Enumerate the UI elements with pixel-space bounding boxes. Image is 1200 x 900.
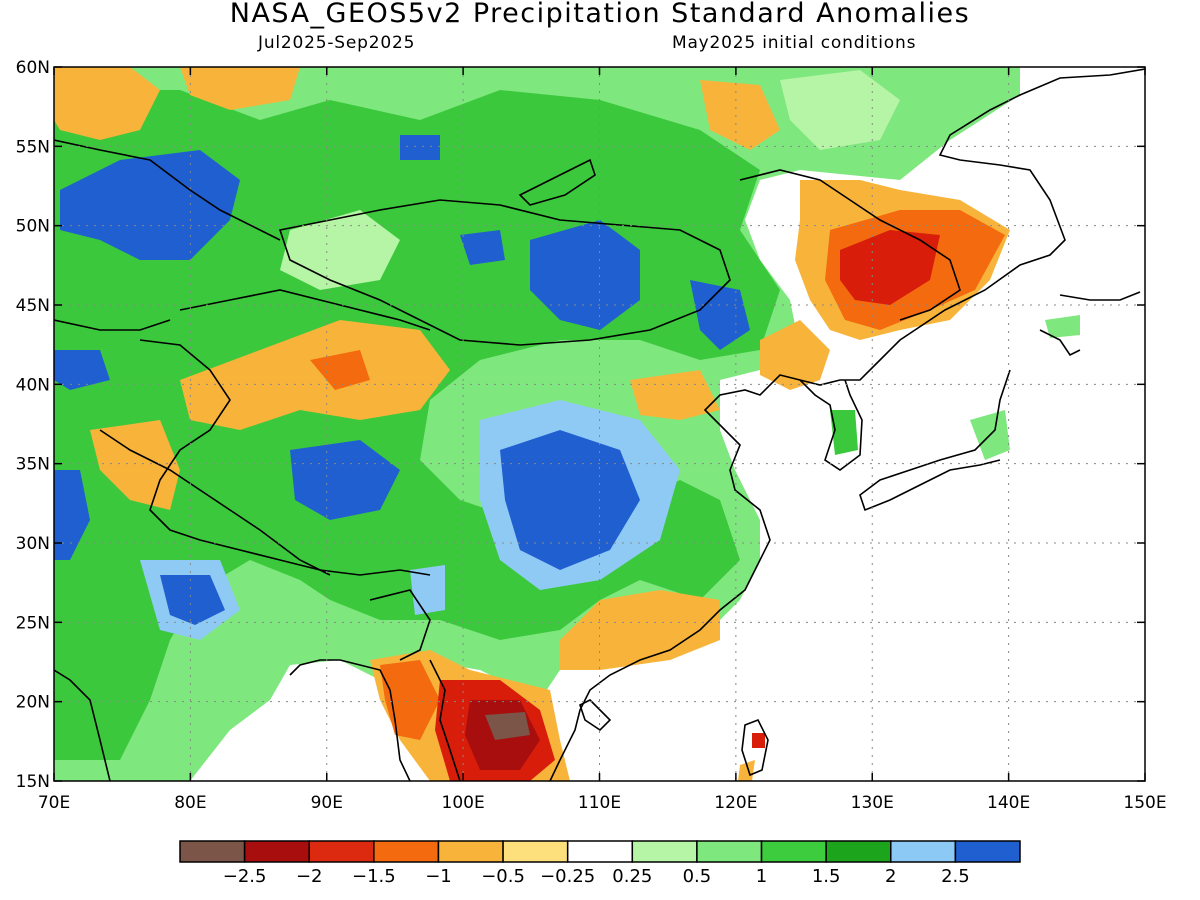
coastline-japan [859, 291, 1141, 512]
coastline-indochina [429, 659, 612, 781]
colorbar-swatch [308, 840, 375, 863]
colorbar-swatch [502, 840, 569, 863]
blue-anomaly-region [460, 230, 505, 265]
blue-anomaly-region [400, 135, 440, 160]
border-china-west [139, 289, 431, 576]
coastlines [54, 68, 1145, 781]
lon-tick-label: 80E [174, 793, 206, 813]
lat-tick-label: 15N [16, 772, 50, 792]
dry-anomaly-region [700, 80, 780, 150]
lat-tick-label: 20N [16, 693, 50, 713]
blue-anomaly-region [500, 430, 640, 570]
border-mongolia [278, 199, 731, 346]
colorbar-swatch [631, 840, 698, 863]
colorbar-swatch [437, 840, 504, 863]
blue-anomaly-region [60, 150, 240, 260]
lat-tick-label: 35N [16, 455, 50, 475]
lat-tick-label: 45N [16, 296, 50, 316]
map-title: NASA_GEOS5v2 Precipitation Standard Anom… [229, 0, 971, 29]
dry-anomaly-region [630, 370, 720, 420]
light-green-patch [780, 70, 900, 150]
colorbar-label: −2.5 [223, 866, 267, 887]
colorbar-swatch [243, 840, 310, 863]
coastline-india [54, 659, 411, 781]
colorbar-swatch [373, 840, 440, 863]
blue-anomaly-region [54, 470, 90, 560]
colorbar-label: −1 [425, 866, 452, 887]
colorbar-swatch [890, 840, 957, 863]
lat-tick-label: 55N [16, 137, 50, 157]
dry-anomaly-region [560, 590, 720, 670]
latitude-labels: 15N 20N 25N 30N 35N 40N 45N 50N 55N 60N [16, 58, 50, 792]
colorbar-label: −2 [296, 866, 323, 887]
blue-anomaly-region [160, 575, 225, 625]
colorbar-swatch [760, 840, 827, 863]
colorbar-label: −1.5 [352, 866, 396, 887]
colorbar-label: −0.25 [540, 866, 595, 887]
blue-anomaly-region [530, 220, 640, 330]
dry-anomaly-region [738, 760, 755, 781]
colorbar [179, 840, 1021, 863]
lon-tick-label: 120E [714, 793, 757, 813]
coastline-korea [799, 379, 863, 471]
coastline-taiwan [741, 718, 769, 777]
colorbar-swatch [825, 840, 892, 863]
lon-tick-label: 90E [311, 793, 343, 813]
colorbar-label: −0.5 [481, 866, 525, 887]
lat-tick-label: 40N [16, 375, 50, 395]
dry-anomaly-region [180, 320, 450, 430]
init-conditions-label: May2025 initial conditions [672, 33, 917, 53]
colorbar-swatch [179, 840, 246, 863]
lat-tick-label: 50N [16, 217, 50, 237]
border-northeast [739, 169, 961, 321]
anomaly-fields [54, 67, 1080, 781]
dry-anomaly-region [54, 67, 160, 140]
colorbar-swatch [954, 840, 1021, 863]
dry-anomaly-region [760, 320, 830, 390]
lon-tick-label: 100E [442, 793, 485, 813]
dry-anomaly-region [752, 733, 765, 748]
colorbar-label: 0.5 [683, 866, 712, 887]
colorbar-label: 1.5 [812, 866, 841, 887]
lat-tick-label: 30N [16, 534, 50, 554]
colorbar-swatch [696, 840, 763, 863]
lat-tick-label: 25N [16, 613, 50, 633]
colorbar-swatch [566, 840, 634, 863]
blue-anomaly-region [690, 280, 750, 350]
lon-tick-label: 70E [38, 793, 70, 813]
lon-tick-label: 130E [851, 793, 894, 813]
blue-anomaly-region [290, 440, 400, 520]
coastline-east-asia [549, 68, 1145, 781]
tick-marks [53, 66, 1146, 782]
lon-tick-label: 150E [1123, 793, 1166, 813]
border-russia-kazakhstan [54, 139, 281, 331]
blue-anomaly-region [54, 350, 110, 390]
colorbar-label: 2 [885, 866, 896, 887]
lon-tick-label: 110E [578, 793, 621, 813]
dry-anomaly-region [310, 350, 370, 390]
colorbar-label: 0.25 [612, 866, 652, 887]
colorbar-label: 2.5 [941, 866, 970, 887]
lon-tick-label: 140E [987, 793, 1030, 813]
colorbar-label: 1 [756, 866, 767, 887]
border-himalaya [99, 429, 431, 661]
green-anomaly-region [1045, 315, 1080, 338]
period-label: Jul2025-Sep2025 [258, 33, 416, 53]
lake-baikal [518, 158, 596, 206]
dry-anomaly-region [840, 230, 940, 305]
dry-anomaly-region [485, 712, 530, 740]
longitude-labels: 70E 80E 90E 100E 110E 120E 130E 140E 150E [38, 793, 1167, 813]
dry-anomaly-region [180, 67, 300, 110]
green-anomaly-region [830, 410, 858, 455]
colorbar-labels: −2.5 −2 −1.5 −1 −0.5 −0.25 0.25 0.5 1 1.5 2 2.5 [223, 866, 970, 887]
lat-tick-label: 60N [16, 58, 50, 78]
